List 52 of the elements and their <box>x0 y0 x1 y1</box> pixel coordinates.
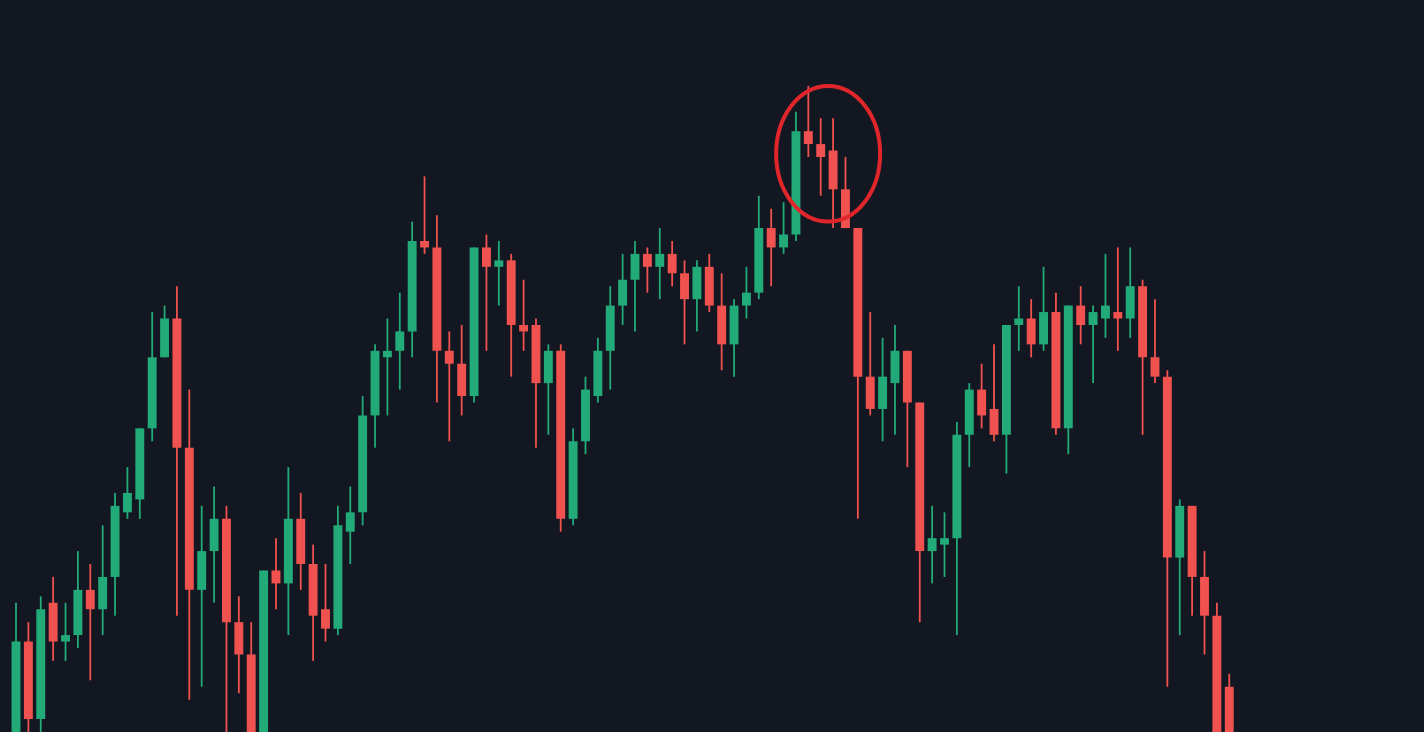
candlestick <box>85 563 95 682</box>
candlestick <box>61 601 70 662</box>
candlestick <box>345 485 355 565</box>
candlestick <box>766 207 776 288</box>
candlestick <box>642 246 652 294</box>
candlestick <box>234 595 244 695</box>
candlestick <box>420 175 429 255</box>
candlestick <box>271 537 281 611</box>
candlestick <box>98 524 108 636</box>
candlestick <box>48 576 58 662</box>
candlestick <box>1076 285 1086 346</box>
candlestick <box>865 311 875 417</box>
candlestick <box>197 504 207 688</box>
candlestick <box>73 550 83 649</box>
candlestick <box>209 485 219 604</box>
candlestick <box>160 304 170 359</box>
candlestick <box>680 259 689 346</box>
candlestick <box>989 343 999 443</box>
candlestick <box>444 330 454 443</box>
candlestick <box>1039 265 1049 352</box>
candlestick <box>878 336 888 443</box>
candlestick <box>630 240 640 333</box>
candlestick <box>779 201 789 255</box>
candlestick <box>395 291 405 391</box>
candlestick <box>704 253 714 313</box>
candlestick <box>1125 246 1135 339</box>
candlestick <box>618 253 628 326</box>
candlestick <box>729 298 739 378</box>
candlestick <box>741 265 751 320</box>
candlestick <box>655 227 665 301</box>
candlestick <box>382 317 392 417</box>
candlestick <box>717 272 727 372</box>
candlestick <box>828 117 838 229</box>
candlestick <box>1113 246 1123 352</box>
candlestick <box>494 240 504 307</box>
candlestick <box>296 492 306 591</box>
candlestick <box>1026 298 1036 359</box>
candlestick <box>1150 298 1160 385</box>
candlestick <box>543 343 553 436</box>
candlestick <box>605 285 615 391</box>
candlestick <box>964 382 974 469</box>
candlestick <box>1200 550 1209 656</box>
candlestick <box>481 233 491 352</box>
candlestick <box>457 324 467 417</box>
candlestick <box>803 85 813 158</box>
candlestick <box>1014 285 1024 352</box>
candlestick <box>977 362 987 430</box>
candlestick <box>667 240 677 288</box>
candlestick <box>816 117 826 197</box>
candlestick <box>519 278 529 352</box>
candlestick <box>692 259 702 333</box>
candlestick <box>1224 672 1234 732</box>
